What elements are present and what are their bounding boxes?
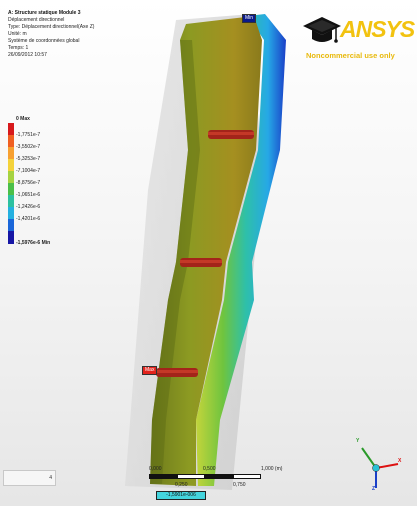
legend-tick-3: -5,3253e-7 <box>16 156 41 162</box>
scale-label-2: 1,000 (m) <box>261 466 283 472</box>
legend-tick-8: -1,4201e-6 <box>16 216 41 222</box>
triad-x-label: X <box>398 458 402 464</box>
legend-swatch-8 <box>8 207 14 220</box>
scale-label-1: 0,500 <box>203 466 216 472</box>
beam-side-face <box>196 14 286 486</box>
legend-swatch-1 <box>8 123 14 136</box>
scale-segment-3 <box>205 474 233 479</box>
legend-tick-7: -1,2426e-6 <box>16 204 41 210</box>
scale-bar: 0,000 0,500 1,000 (m) 0,250 0,750 <box>149 466 293 496</box>
legend-tick-2: -3,5502e-7 <box>16 144 41 150</box>
legend-swatch-3 <box>8 147 14 160</box>
legend-min-label: -1,5976e-6 Min <box>16 240 51 246</box>
legend-swatch-5 <box>8 171 14 184</box>
legend-tick-6: -1,0651e-6 <box>16 192 41 198</box>
bolt-group-bottom <box>156 368 198 377</box>
scale-segment-1 <box>149 474 177 479</box>
legend-tick-4: -7,1004e-7 <box>16 168 41 174</box>
graduation-cap-icon <box>303 17 341 43</box>
info-line-2: Type: Déplacement directionnel(Axe Z) <box>8 24 95 30</box>
scale-sublabel-1: 0,750 <box>233 482 246 488</box>
legend-swatch-9 <box>8 219 14 232</box>
legend-tick-5: -8,8756e-7 <box>16 180 41 186</box>
scale-label-0: 0,000 <box>149 466 162 472</box>
bolt-group-middle <box>180 258 222 267</box>
info-line-6: 26/09/2012 10:57 <box>8 52 47 58</box>
scale-segment-4 <box>233 474 261 479</box>
min-probe-label[interactable]: Min <box>242 14 257 23</box>
triad-icon <box>361 447 399 488</box>
info-line-3: Unité: m <box>8 31 27 37</box>
panel-value: 4 <box>49 475 52 481</box>
ansys-wordmark: ANSYS <box>340 16 415 42</box>
axis-triad[interactable]: X Y Z <box>352 436 402 492</box>
info-line-5: Temps: 1 <box>8 45 29 51</box>
noncommercial-label: Noncommercial use only <box>306 51 395 60</box>
scale-sublabel-0: 0,250 <box>175 482 188 488</box>
analysis-title: A: Structure statique Module 3 <box>8 10 81 16</box>
scale-segment-2 <box>177 474 205 479</box>
probe-value-label[interactable]: -1,5901e-006 <box>156 491 206 500</box>
ansys-logo: ANSYS Noncommercial use only <box>302 12 415 67</box>
legend-swatch-6 <box>8 183 14 196</box>
max-probe-label[interactable]: Max <box>142 366 158 375</box>
bolt-group-top <box>208 130 254 139</box>
result-info-block: A: Structure statique Module 3 Déplaceme… <box>8 10 158 59</box>
legend-swatch-10 <box>8 231 14 244</box>
legend-swatch-7 <box>8 195 14 208</box>
triad-y-label: Y <box>356 438 360 444</box>
bottom-left-panel[interactable]: 4 <box>3 470 56 486</box>
triad-z-label: Z <box>372 486 376 492</box>
legend-tick-1: -1,7751e-7 <box>16 132 41 138</box>
legend-swatch-2 <box>8 135 14 148</box>
info-line-4: Système de coordonnées global <box>8 38 80 44</box>
legend-swatch-4 <box>8 159 14 172</box>
info-line-1: Déplacement directionnel <box>8 17 65 23</box>
legend-max-label: 0 Max <box>16 116 30 122</box>
